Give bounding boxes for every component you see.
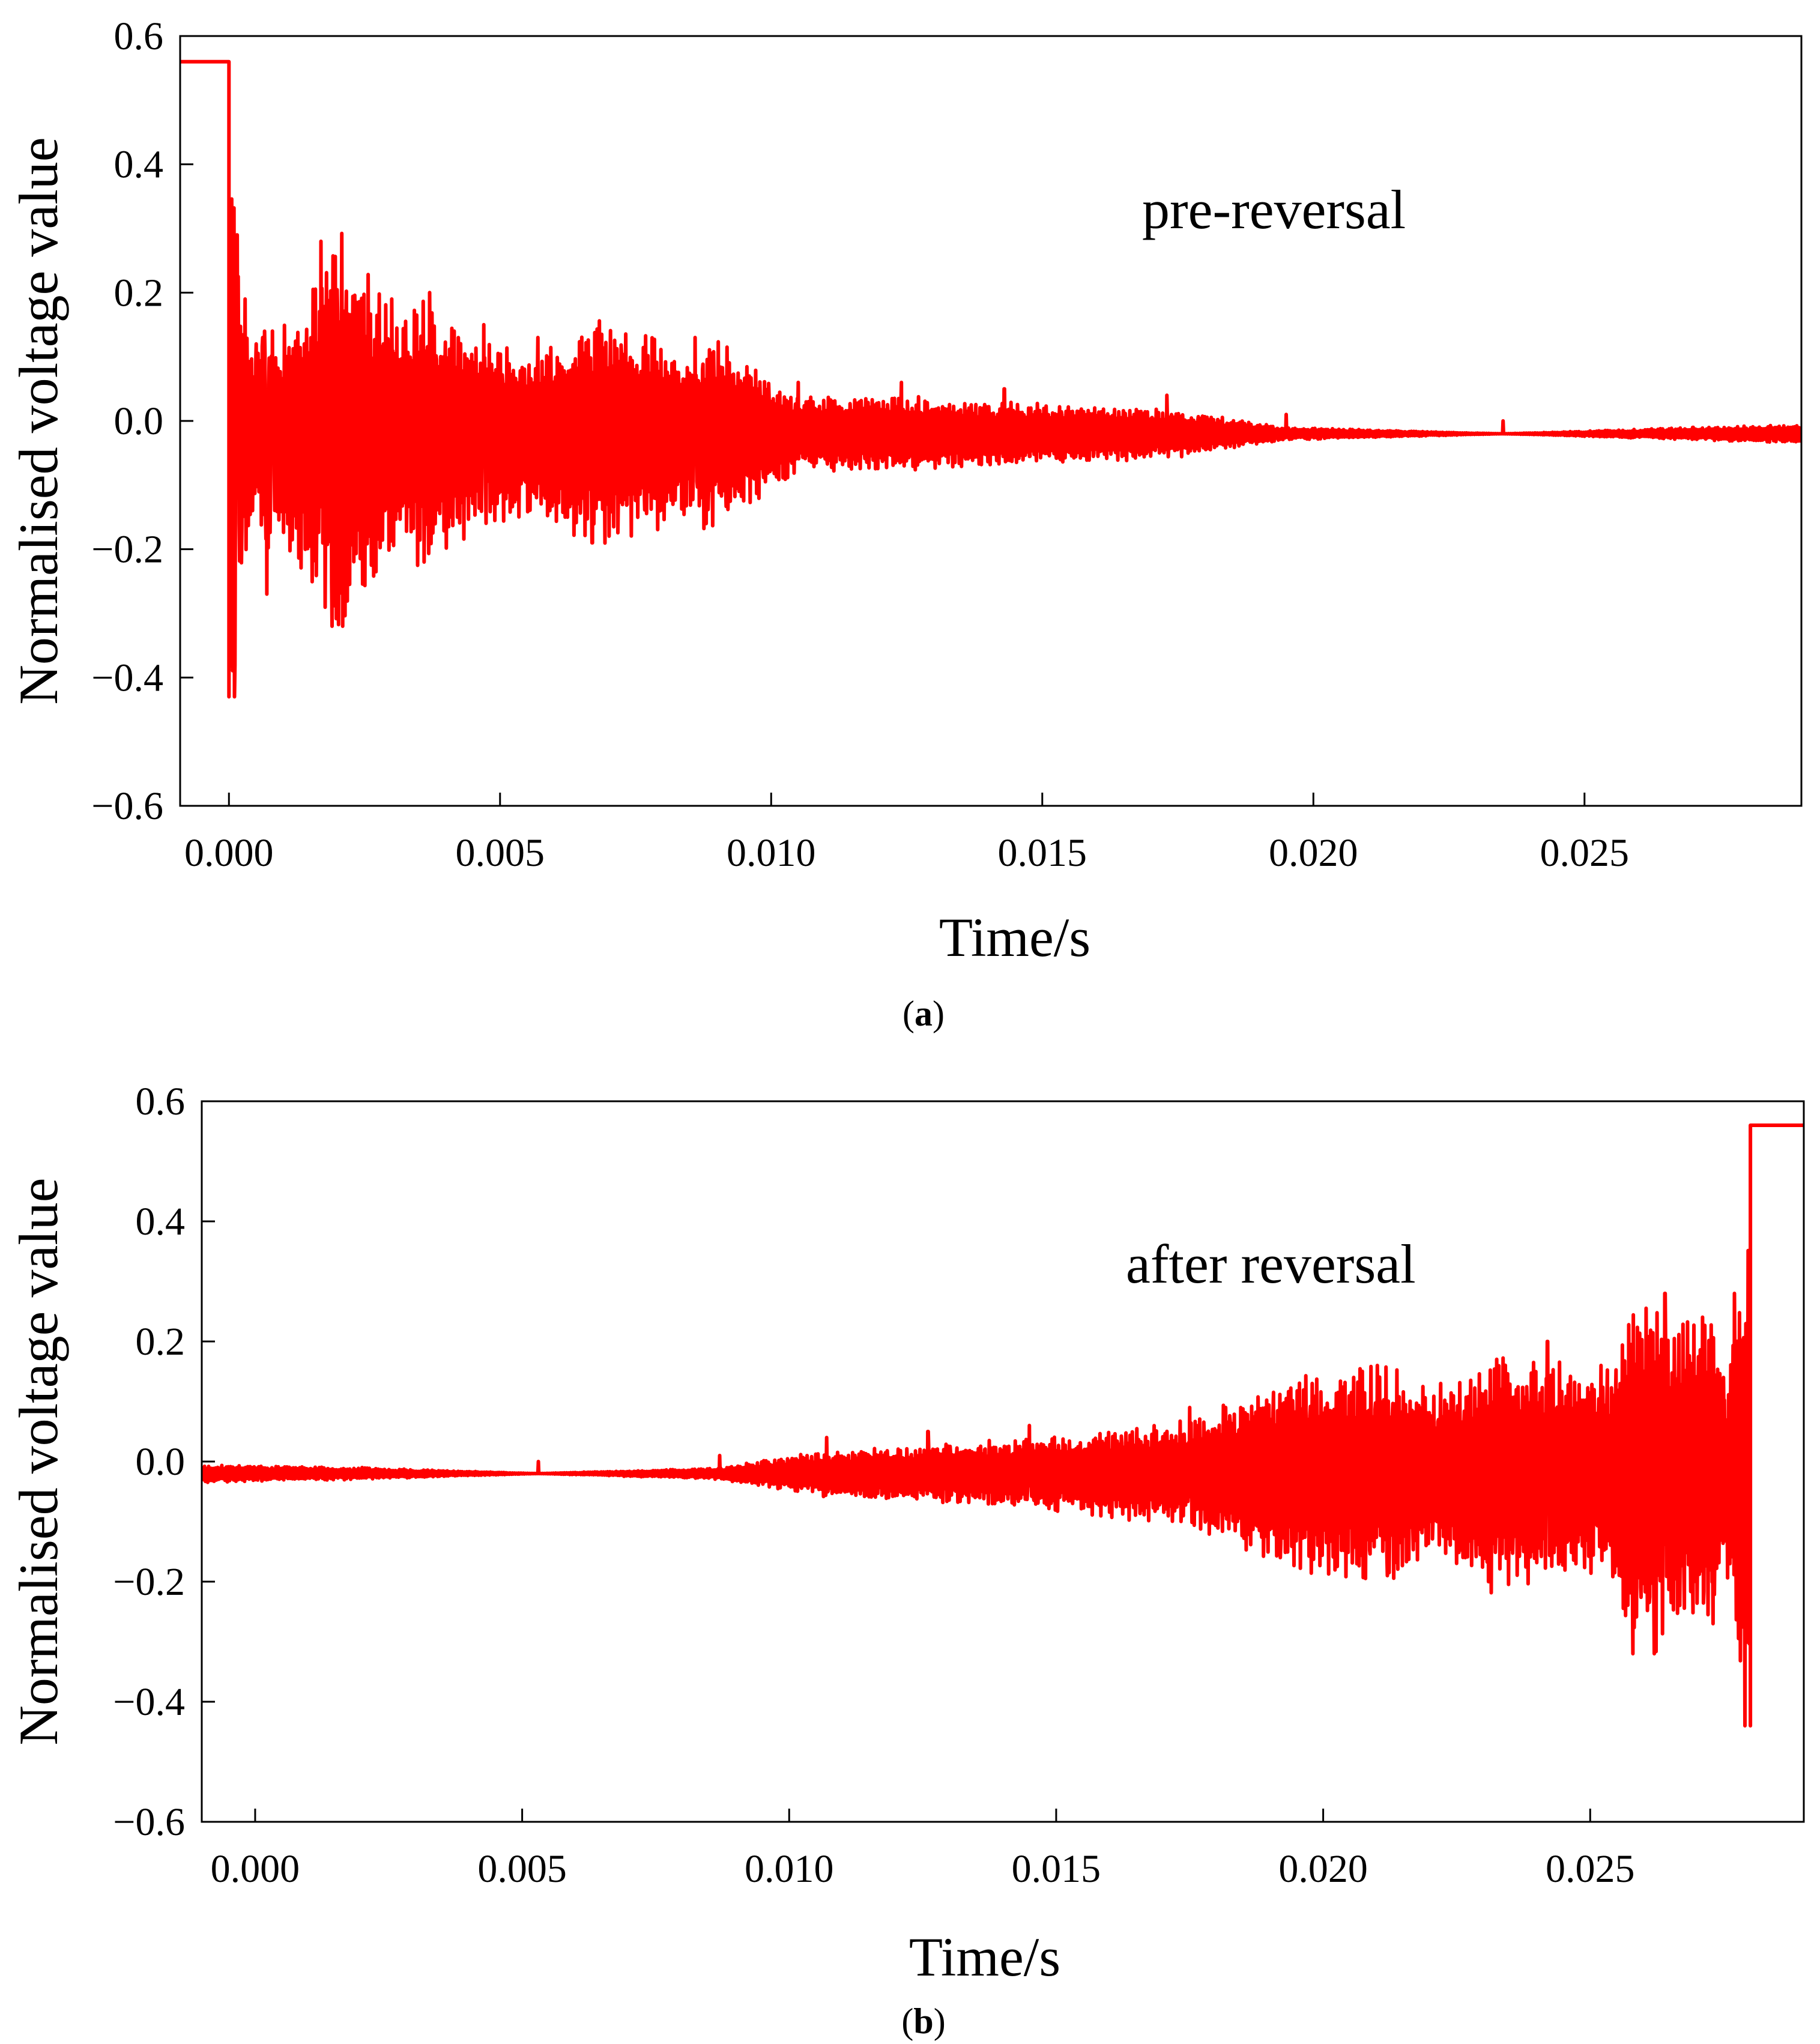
x-tick-label: 0.000	[184, 831, 274, 875]
y-tick-label: 0.4	[114, 143, 164, 187]
series-line-after-reversal	[202, 1123, 1804, 1728]
y-axis-title: Normalised voltage value	[8, 137, 69, 704]
series-line-pre-reversal	[180, 59, 1801, 699]
series-annotation: after reversal	[1126, 1233, 1416, 1295]
y-tick-label: 0.4	[136, 1200, 186, 1244]
x-tick-label: 0.025	[1546, 1847, 1635, 1891]
y-tick-label: 0.0	[136, 1440, 186, 1484]
panel-caption-letter: a	[915, 994, 933, 1033]
y-tick-label: 0.2	[136, 1320, 186, 1364]
plot-area	[180, 59, 1801, 699]
x-tick-label: 0.010	[727, 831, 816, 875]
panel-a: 0.6 0.4 0.2 0.0 −0.2 −0.4 −0.6 0.000 0.005 0.010…	[8, 14, 1803, 1033]
y-axis-ticks: 0.6 0.4 0.2 0.0 −0.2 −0.4 −0.6	[91, 14, 193, 828]
y-tick-label: −0.4	[113, 1680, 185, 1724]
panel-caption: (a)	[902, 994, 945, 1033]
y-axis-ticks: 0.6 0.4 0.2 0.0 −0.2 −0.4 −0.6	[113, 1080, 215, 1844]
y-tick-label: 0.6	[114, 14, 164, 58]
x-tick-label: 0.025	[1540, 831, 1630, 875]
y-tick-label: −0.4	[91, 656, 163, 700]
series-annotation: pre-reversal	[1142, 179, 1406, 240]
panel-caption: (b)	[901, 2001, 945, 2041]
x-tick-label: 0.015	[1012, 1847, 1101, 1891]
plot-area	[202, 1123, 1804, 1728]
x-axis-title: Time/s	[939, 907, 1090, 968]
x-axis-ticks: 0.000 0.005 0.010 0.015 0.020 0.025	[211, 1809, 1635, 1891]
y-tick-label: 0.2	[114, 271, 164, 315]
x-tick-label: 0.005	[477, 1847, 567, 1891]
x-tick-label: 0.010	[745, 1847, 834, 1891]
x-tick-label: 0.020	[1278, 1847, 1368, 1891]
y-tick-label: −0.2	[91, 528, 163, 572]
y-axis-title: Normalised voltage value	[8, 1178, 69, 1745]
x-tick-label: 0.020	[1269, 831, 1358, 875]
y-tick-label: 0.0	[114, 399, 164, 443]
y-tick-label: 0.6	[136, 1080, 186, 1123]
x-tick-label: 0.005	[456, 831, 545, 875]
panel-caption-letter: b	[913, 2001, 933, 2041]
x-tick-label: 0.000	[211, 1847, 300, 1891]
x-axis-title: Time/s	[909, 1926, 1060, 1988]
x-tick-label: 0.015	[998, 831, 1087, 875]
panel-b: 0.6 0.4 0.2 0.0 −0.2 −0.4 −0.6 0.000 0.005 0.010…	[8, 1080, 1805, 2041]
x-axis-ticks: 0.000 0.005 0.010 0.015 0.020 0.025	[184, 793, 1629, 875]
y-tick-label: −0.6	[113, 1800, 185, 1844]
y-tick-label: −0.6	[91, 784, 163, 828]
y-tick-label: −0.2	[113, 1560, 185, 1604]
